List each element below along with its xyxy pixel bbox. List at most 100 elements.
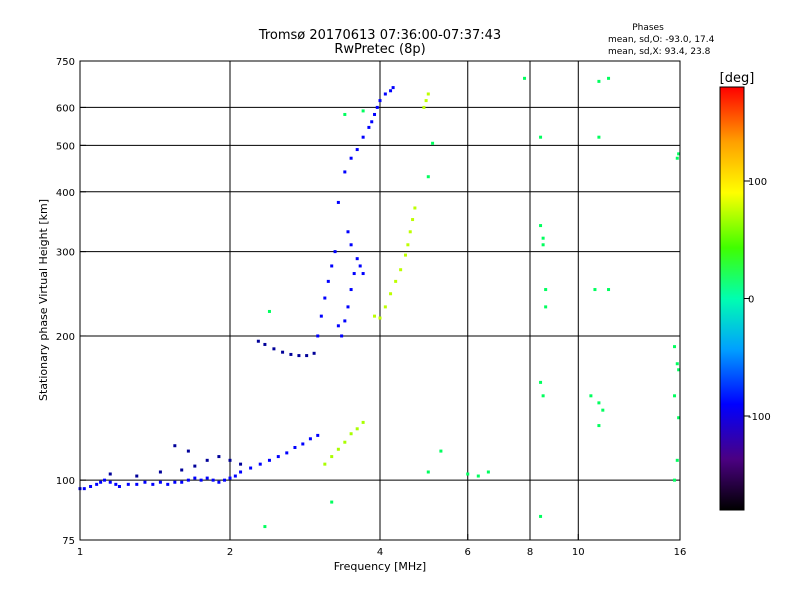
- stats-x-mode: mean, sd,X: 93.4, 23.8: [608, 47, 711, 57]
- x-tick-label: 4: [377, 547, 383, 558]
- colorbar-label: [deg]: [720, 71, 755, 86]
- data-point: [378, 316, 382, 320]
- data-point: [256, 339, 260, 343]
- data-point: [355, 148, 359, 152]
- data-point: [249, 466, 253, 470]
- data-point: [173, 444, 177, 448]
- data-point: [186, 449, 190, 453]
- data-point: [158, 470, 162, 474]
- data-point: [180, 468, 184, 472]
- data-point: [223, 478, 227, 482]
- x-tick-label: 8: [527, 547, 533, 558]
- y-tick-label: 100: [56, 476, 75, 487]
- data-point: [233, 474, 237, 478]
- data-point: [108, 480, 112, 484]
- y-tick-label: 600: [56, 103, 75, 114]
- y-tick-label: 500: [56, 141, 75, 152]
- data-point: [297, 354, 301, 358]
- data-point: [199, 478, 203, 482]
- data-point: [239, 462, 243, 466]
- data-point: [476, 474, 480, 478]
- data-point: [394, 279, 398, 283]
- data-point: [349, 288, 353, 292]
- data-point: [361, 109, 365, 113]
- data-point: [370, 120, 374, 124]
- data-point: [82, 487, 86, 491]
- data-point: [408, 230, 412, 234]
- data-point: [267, 458, 271, 462]
- data-point: [373, 314, 377, 318]
- data-point: [349, 243, 353, 247]
- data-point: [285, 451, 289, 455]
- data-point: [343, 170, 347, 174]
- data-point: [316, 433, 320, 437]
- data-point: [326, 279, 330, 283]
- data-point: [281, 350, 285, 354]
- data-point: [343, 112, 347, 116]
- data-point: [426, 470, 430, 474]
- data-point: [403, 253, 407, 257]
- data-point: [361, 420, 365, 424]
- data-point: [383, 92, 387, 96]
- colorbar-tick-label: 100: [748, 177, 767, 188]
- data-point: [544, 305, 548, 309]
- data-point: [466, 472, 470, 476]
- data-point: [597, 79, 601, 83]
- data-point: [675, 362, 679, 366]
- data-point: [544, 288, 548, 292]
- data-point: [114, 482, 118, 486]
- y-tick-label: 750: [56, 57, 75, 68]
- data-point: [336, 200, 340, 204]
- data-point: [539, 380, 543, 384]
- data-point: [349, 156, 353, 160]
- data-point: [346, 305, 350, 309]
- data-point: [330, 500, 334, 504]
- data-point: [193, 464, 197, 468]
- data-point: [95, 482, 99, 486]
- data-point: [267, 309, 271, 313]
- data-point: [217, 480, 221, 484]
- data-point: [675, 156, 679, 160]
- data-point: [330, 264, 334, 268]
- y-tick-label: 400: [56, 188, 75, 199]
- data-point: [673, 394, 677, 398]
- data-point: [193, 476, 197, 480]
- data-point: [205, 476, 209, 480]
- data-point: [677, 416, 681, 420]
- data-point: [272, 347, 276, 351]
- data-point: [108, 472, 112, 476]
- data-point: [343, 319, 347, 323]
- y-tick-label: 75: [62, 536, 75, 547]
- data-point: [375, 105, 379, 109]
- data-point: [367, 125, 371, 129]
- data-point: [346, 230, 350, 234]
- data-point: [539, 514, 543, 518]
- data-point: [539, 224, 543, 228]
- grid-lines: [80, 61, 680, 540]
- data-point: [117, 484, 121, 488]
- data-point: [411, 218, 415, 222]
- x-tick-label: 1: [77, 547, 83, 558]
- data-point: [355, 427, 359, 431]
- data-point: [361, 135, 365, 139]
- data-point: [541, 243, 545, 247]
- data-point: [205, 458, 209, 462]
- data-point: [343, 440, 347, 444]
- chart-subtitle: RwPretec (8p): [334, 42, 425, 57]
- data-point: [675, 458, 679, 462]
- data-point: [355, 257, 359, 261]
- data-point: [541, 394, 545, 398]
- data-point: [340, 334, 344, 338]
- data-point: [539, 135, 543, 139]
- data-point: [406, 243, 410, 247]
- y-tick-label: 300: [56, 248, 75, 259]
- data-point: [180, 480, 184, 484]
- data-point: [89, 484, 93, 488]
- data-point: [228, 458, 232, 462]
- data-point: [541, 236, 545, 240]
- data-point: [413, 206, 417, 210]
- data-point: [319, 314, 323, 318]
- data-point: [330, 455, 334, 459]
- data-point: [597, 135, 601, 139]
